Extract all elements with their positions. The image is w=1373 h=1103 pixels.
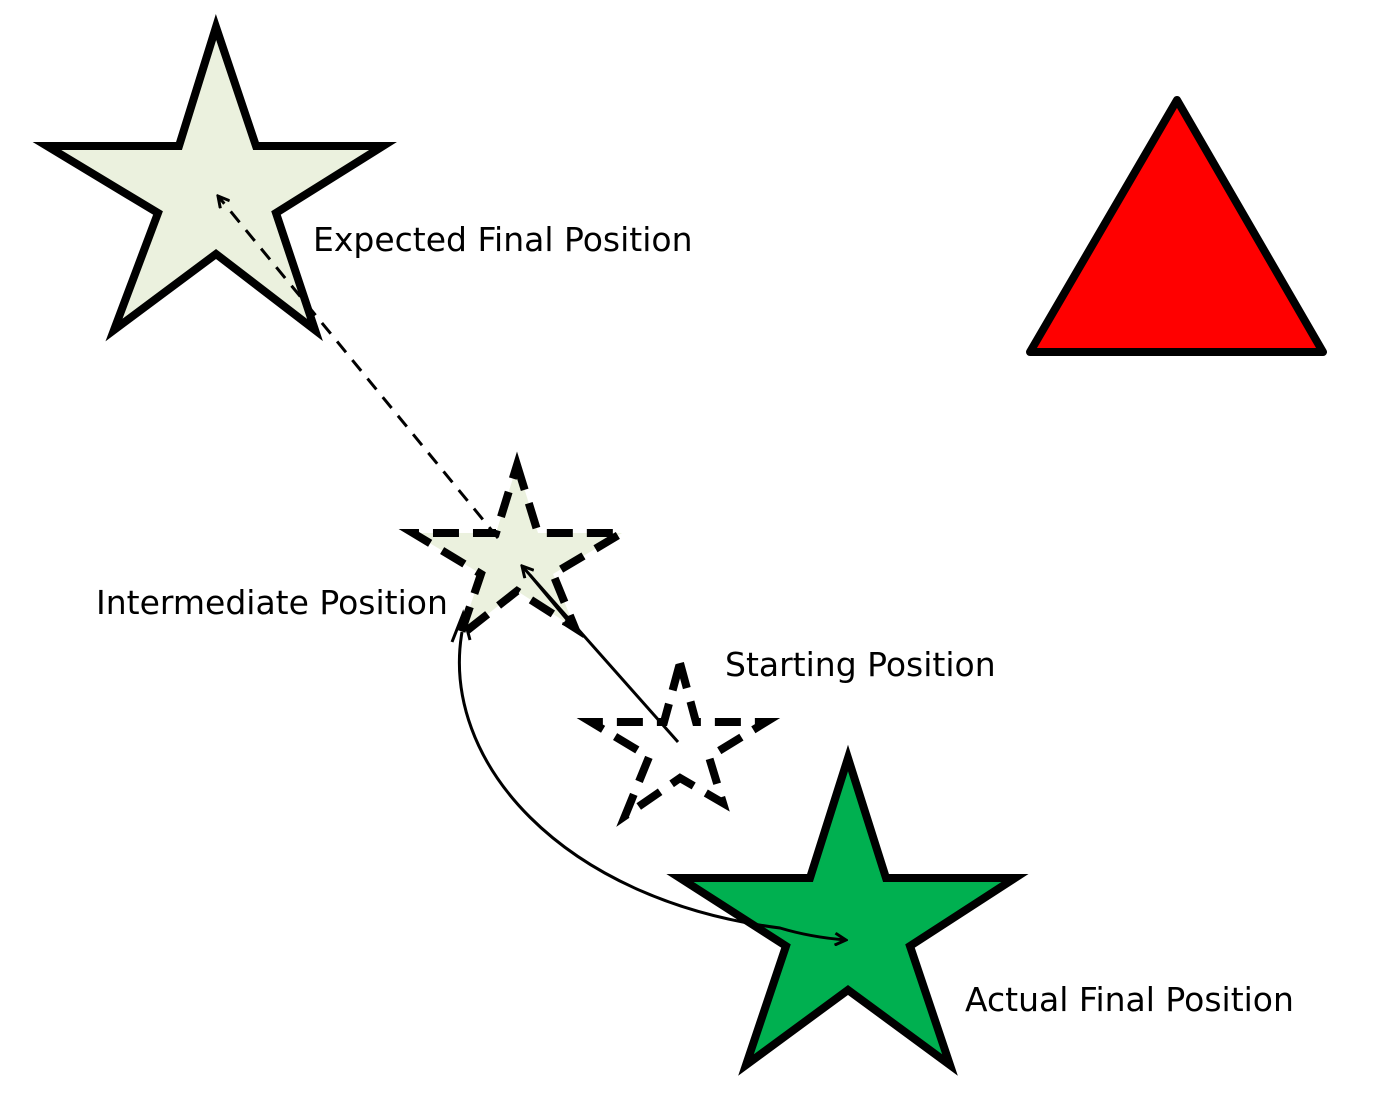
curve-start-arrowhead	[450, 609, 472, 643]
expected-final-position-star	[32, 14, 397, 342]
starting-position-star	[576, 647, 781, 827]
actual-final-position-star	[666, 744, 1029, 1076]
dashed-trajectory-arrow	[218, 196, 500, 539]
intermediate-position-label: Intermediate Position	[96, 583, 448, 622]
red-triangle	[1026, 96, 1327, 356]
curved-trajectory-arrow	[457, 631, 846, 940]
starting-position-label: Starting Position	[725, 645, 996, 684]
intermediate-position-star	[398, 451, 637, 648]
expected-final-position-label: Expected Final Position	[313, 220, 692, 259]
actual-final-position-label: Actual Final Position	[965, 980, 1294, 1019]
intermediate-arrowhead-lower	[528, 574, 574, 628]
